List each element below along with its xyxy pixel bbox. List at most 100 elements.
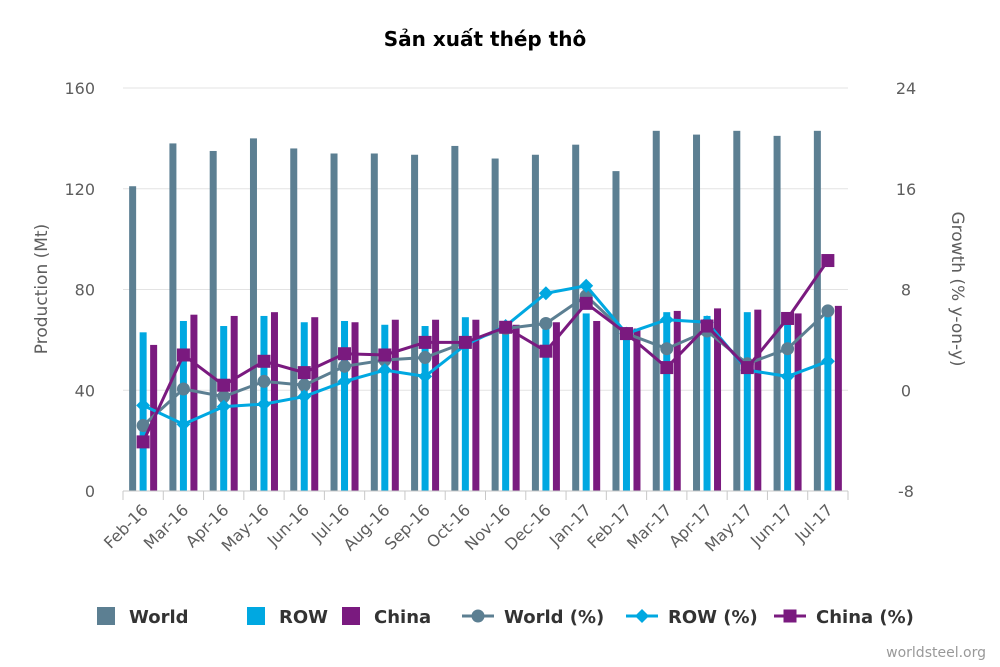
- bar-world: [330, 153, 338, 492]
- bar-world: [169, 143, 177, 491]
- marker-china: [418, 335, 432, 349]
- marker-row: [820, 354, 835, 369]
- legend-label: ROW (%): [668, 607, 758, 628]
- bar-row: [703, 315, 711, 491]
- bar-row: [300, 322, 308, 491]
- y-tick-label: 80: [75, 281, 95, 300]
- x-tick-label: Mar-17: [623, 500, 676, 553]
- marker-china: [660, 361, 674, 375]
- bar-china: [391, 319, 399, 491]
- marker-row: [176, 417, 191, 432]
- bar-world: [813, 130, 821, 491]
- bar-world: [290, 148, 298, 491]
- y2-tick-label: 16: [896, 180, 916, 199]
- bar-row: [341, 320, 349, 491]
- marker-china: [619, 327, 633, 341]
- marker-world: [176, 382, 190, 396]
- legend-swatch: [97, 607, 115, 625]
- legend-swatch: [247, 607, 265, 625]
- marker-china: [579, 296, 593, 310]
- marker-row: [579, 278, 594, 293]
- bar-row: [502, 327, 510, 491]
- legend-label: China (%): [816, 607, 914, 628]
- bar-china: [552, 322, 560, 491]
- marker-row: [297, 389, 312, 404]
- credit-label: worldsteel.org: [886, 645, 986, 661]
- legend-label: World: [129, 607, 189, 628]
- marker-china: [781, 311, 795, 325]
- bar-world: [652, 130, 660, 491]
- y2-tick-label: 24: [896, 79, 916, 98]
- bar-row: [179, 320, 187, 491]
- bar-world: [491, 158, 499, 491]
- y2-tick-label: 0: [901, 381, 911, 400]
- y-axis-title: Production (Mt): [32, 224, 52, 354]
- marker-world: [136, 419, 150, 433]
- y2-tick-label: 8: [901, 281, 911, 300]
- marker-row: [256, 397, 271, 412]
- marker-china: [217, 378, 231, 392]
- bar-world: [249, 138, 257, 491]
- y-tick-label: 120: [64, 180, 95, 199]
- legend-label: ROW: [279, 607, 328, 628]
- marker-china: [458, 335, 472, 349]
- legend-marker: [783, 609, 797, 623]
- marker-china: [740, 361, 754, 375]
- bar-china: [714, 308, 722, 491]
- legend-label: World (%): [504, 607, 604, 628]
- bar-china: [512, 324, 520, 491]
- y2-axis-title: Growth (% y-on-y): [947, 211, 967, 366]
- x-tick-label: Sep-16: [381, 500, 434, 553]
- legend-swatch: [342, 607, 360, 625]
- bar-china: [794, 313, 802, 491]
- marker-world: [217, 390, 231, 404]
- bar-china: [593, 320, 601, 491]
- marker-world: [257, 374, 271, 388]
- bar-row: [743, 312, 751, 491]
- marker-world: [781, 342, 795, 356]
- x-tick-label: Mar-16: [140, 500, 193, 553]
- bar-world: [209, 150, 217, 491]
- bar-china: [673, 310, 681, 491]
- bar-china: [190, 314, 198, 491]
- lines: [136, 254, 835, 449]
- marker-china: [539, 344, 553, 358]
- marker-world: [338, 359, 352, 373]
- x-tick-label: Jul-17: [790, 500, 836, 546]
- legend: World ROW China World (%) ROW (%) China (%): [97, 607, 914, 628]
- marker-world: [660, 342, 674, 356]
- bar-row: [381, 324, 389, 491]
- y2-tick-label: -8: [898, 482, 914, 501]
- bar-china: [230, 315, 238, 491]
- bar-row: [542, 327, 550, 491]
- marker-china: [297, 366, 311, 380]
- bar-row: [582, 313, 590, 491]
- bar-china: [351, 322, 359, 491]
- legend-marker: [471, 609, 485, 623]
- bar-china: [472, 319, 480, 491]
- bar-row: [421, 326, 429, 491]
- marker-world: [418, 351, 432, 365]
- marker-world: [539, 317, 553, 331]
- bar-china: [311, 317, 319, 491]
- y-tick-label: 0: [85, 482, 95, 501]
- bar-world: [411, 154, 419, 491]
- bar-world: [773, 135, 781, 491]
- marker-row: [216, 399, 231, 414]
- bar-row: [784, 320, 792, 491]
- bar-china: [432, 319, 440, 491]
- bar-world: [451, 145, 459, 491]
- marker-china: [176, 348, 190, 362]
- bar-world: [531, 154, 539, 491]
- bar-row: [824, 315, 832, 491]
- y-tick-label: 160: [64, 79, 95, 98]
- marker-row: [377, 363, 392, 378]
- marker-row: [337, 374, 352, 389]
- y-tick-label: 40: [75, 381, 95, 400]
- line-china: [141, 259, 830, 443]
- marker-world: [297, 378, 311, 392]
- grid: [123, 87, 848, 391]
- bar-china: [633, 328, 641, 491]
- bars: [129, 130, 842, 492]
